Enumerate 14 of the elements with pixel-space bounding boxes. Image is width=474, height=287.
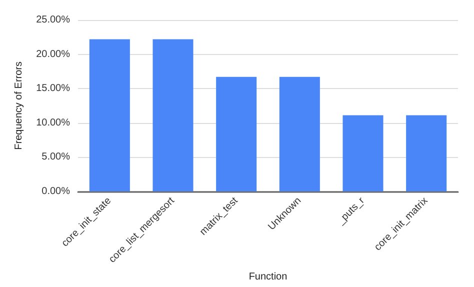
y-tick-label: 10.00% — [36, 117, 70, 128]
bar — [279, 76, 320, 192]
bar — [152, 39, 194, 192]
bar — [89, 39, 130, 192]
y-tick-label: 25.00% — [36, 14, 70, 26]
x-axis-title: Function — [248, 272, 288, 282]
bar — [216, 76, 257, 192]
y-axis-title: Frequency of Errors — [14, 61, 24, 150]
bar — [406, 115, 447, 192]
y-tick-label: 0.00% — [42, 186, 70, 197]
y-tick-label: 20.00% — [36, 48, 70, 60]
y-tick-label: 15.00% — [36, 83, 70, 94]
y-tick-label: 5.00% — [42, 152, 70, 163]
bar — [342, 115, 384, 192]
